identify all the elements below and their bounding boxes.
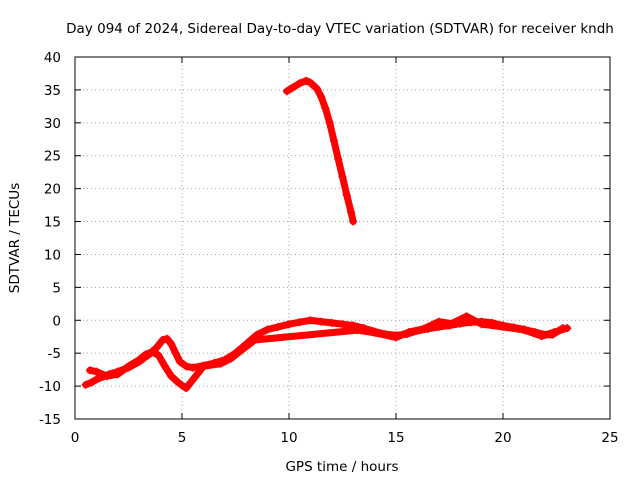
data-point [160,362,169,371]
chart-title: Day 094 of 2024, Sidereal Day-to-day VTE… [66,21,614,37]
data-point [163,334,172,343]
data-point [124,362,133,371]
y-tick-label: 25 [44,149,61,165]
data-point [327,318,336,327]
data-point [285,320,293,329]
data-point [317,317,326,326]
data-point [282,87,291,96]
data-point [321,104,330,113]
y-tick-label: -5 [48,346,61,362]
x-tick-label: 20 [494,430,511,446]
data-point [338,172,347,181]
plot-frame [74,56,611,420]
grid-lines [75,57,610,419]
x-tick-label: 5 [178,430,187,446]
data-point [81,380,90,389]
data-point [338,320,347,329]
data-point [342,191,351,200]
data-point [250,336,259,345]
data-point [263,325,272,334]
y-axis-label: SDTVAR / TECUs [7,183,23,293]
data-point [237,345,246,354]
data-point [462,312,471,321]
data-point [419,324,428,333]
y-tick-label: -15 [39,412,61,428]
y-tick-label: -10 [39,379,61,395]
data-point [92,375,101,384]
data-point [154,351,163,360]
x-tick-label: 0 [71,430,80,446]
data-point [227,354,236,363]
data-point [329,136,338,145]
y-tick-label: 30 [44,116,61,132]
data-point [148,347,157,356]
y-tick-label: 5 [52,280,61,296]
data-point [404,328,413,337]
y-tick-label: 15 [44,215,61,231]
data-point [188,363,197,372]
data-point [135,355,144,364]
data-point [302,76,311,85]
data-point [334,155,343,164]
data-point [274,322,283,331]
data-point [173,378,182,387]
data-point [216,359,225,368]
x-tick-label: 15 [387,430,404,446]
data-point [178,381,186,390]
data-point [537,332,546,341]
series-secondary-track [85,312,572,393]
data-point [175,357,184,366]
data-point [199,362,208,371]
data-point [113,370,122,379]
x-tick-label: 10 [280,430,297,446]
data-point [349,217,358,226]
y-tick-label: 0 [52,313,61,329]
data-point [434,317,443,326]
data-point [85,366,94,375]
data-point [392,333,400,342]
data-point [306,78,315,87]
data-point [182,362,191,371]
data-point [88,378,97,387]
y-tick-label: 40 [44,50,61,66]
data-point [499,322,507,331]
x-tick-label: 25 [601,430,618,446]
data-point [312,84,321,93]
data-point [103,372,112,381]
data-point [141,350,150,359]
data-point [158,336,167,345]
x-axis-label: GPS time / hours [285,459,398,475]
data-point [370,328,379,337]
data-point [171,349,180,358]
data-point [295,79,304,88]
data-point [477,320,486,329]
data-point [550,328,559,337]
y-tick-label: 35 [44,83,61,99]
data-point [353,326,362,335]
data-point [167,339,176,348]
data-point [295,318,304,327]
series-high-track [282,76,358,226]
data-point [520,326,529,335]
data-point [289,83,298,92]
data-point [447,319,456,328]
data-point [167,372,176,381]
y-tick-label: 10 [44,247,61,263]
data-point [92,367,101,376]
data-series [81,76,572,393]
data-point [182,384,191,393]
axis-ticks: 0 5 10 15 20 25 -15 -10 -5 0 5 10 15 20 25 30 35 40 [39,50,619,446]
y-tick-label: 20 [44,182,61,198]
data-point [563,324,572,333]
data-point [347,208,356,217]
data-point [306,316,315,325]
data-point [325,118,334,127]
data-point [317,92,326,101]
